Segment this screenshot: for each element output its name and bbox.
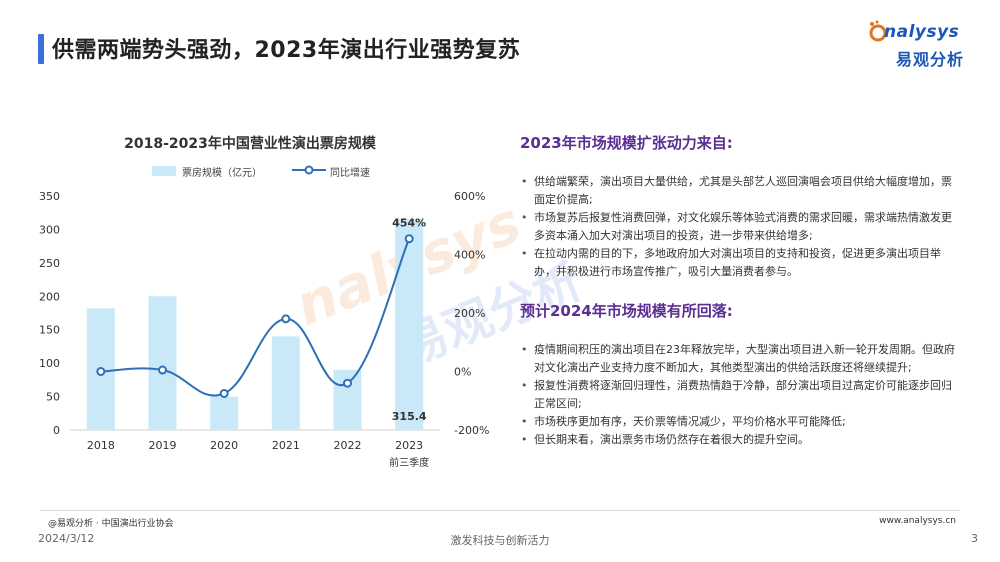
growth-rate-point: [219, 388, 229, 398]
brand-logo: nalysys 易观分析: [868, 20, 968, 72]
bar: [210, 396, 239, 430]
bar: [148, 296, 177, 430]
y-left-tick-label: 350: [39, 190, 60, 203]
section1-title: 2023年市场规模扩张动力来自:: [520, 134, 733, 152]
section1-bullets: 供给端繁荣，演出项目大量供给，尤其是头部艺人巡回演唱会项目供给大幅度增加，票面定…: [520, 173, 956, 281]
section2-title: 预计2024年市场规模有所回落:: [520, 302, 733, 320]
growth-rate-point: [96, 367, 106, 376]
bar: [395, 219, 424, 430]
y-right-tick-label: 400%: [454, 249, 485, 262]
legend-bar-swatch: [152, 166, 176, 176]
page-number: 3: [971, 532, 978, 545]
section1-bullet: 供给端繁荣，演出项目大量供给，尤其是头部艺人巡回演唱会项目供给大幅度增加，票面定…: [520, 173, 956, 209]
footer-tagline: 激发科技与创新活力: [450, 534, 550, 547]
y-left-tick-label: 250: [39, 257, 60, 270]
y-left-tick-label: 0: [53, 424, 60, 437]
section2-bullet: 市场秩序更加有序，天价票等情况减少，平均价格水平可能降低;: [520, 413, 956, 431]
section1-bullet: 在拉动内需的目的下，多地政府加大对演出项目的支持和投资，促进更多演出项目举办，并…: [520, 245, 956, 281]
footer-date: 2024/3/12: [38, 532, 95, 545]
website-link[interactable]: www.analysys.cn: [879, 516, 956, 526]
section2-bullet: 但长期来看，演出票务市场仍然存在着很大的提升空间。: [520, 431, 956, 449]
x-tick-label: 2020: [210, 439, 238, 452]
section1-bullet: 市场复苏后报复性消费回弹，对文化娱乐等体验式消费的需求回暖，需求端热情激发更多资…: [520, 209, 956, 245]
x-tick-label: 2023: [395, 439, 423, 452]
growth-rate-point: [343, 378, 352, 388]
section2-bullet: 疫情期间积压的演出项目在23年释放完毕，大型演出项目进入新一轮开发周期。但政府对…: [520, 341, 956, 377]
y-left-tick-label: 200: [39, 290, 60, 303]
x-tick-label: 2018: [87, 439, 115, 452]
y-right-tick-label: 600%: [454, 190, 485, 203]
legend-line-swatch: [292, 165, 326, 175]
y-right-tick-label: 200%: [454, 307, 485, 320]
bar-data-label: 315.4: [392, 410, 427, 423]
x-tick-label: 2022: [334, 439, 362, 452]
x-tick-label: 2019: [149, 439, 177, 452]
logo-swoosh-icon: [869, 20, 887, 42]
logo-wordmark: nalysys: [884, 22, 960, 42]
section2-bullets: 疫情期间积压的演出项目在23年释放完毕，大型演出项目进入新一轮开发周期。但政府对…: [520, 341, 956, 449]
y-right-tick-label: -200%: [454, 424, 489, 437]
chart-title: 2018-2023年中国营业性演出票房规模: [124, 136, 376, 152]
legend-bar-label: 票房规模（亿元）: [182, 168, 262, 179]
growth-rate-point: [158, 365, 167, 375]
logo-chinese-name: 易观分析: [896, 50, 965, 69]
growth-rate-line: [100, 238, 411, 397]
x-tick-label: 2021: [272, 439, 300, 452]
y-left-tick-label: 100: [39, 357, 60, 370]
y-left-tick-label: 50: [46, 391, 60, 404]
line-data-label: 454%: [392, 217, 426, 230]
x-tick-sublabel: 前三季度: [389, 456, 429, 469]
growth-rate-point: [281, 314, 291, 324]
page-title: 供需两端势头强劲，2023年演出行业强势复苏: [52, 38, 521, 63]
data-source: @易观分析 · 中国演出行业协会: [48, 519, 174, 529]
y-right-tick-label: 0%: [454, 366, 471, 379]
footer-divider: [40, 510, 960, 511]
y-left-tick-label: 300: [39, 223, 60, 236]
y-left-tick-label: 150: [39, 324, 60, 337]
bar: [271, 336, 300, 430]
title-accent-bar: [38, 34, 44, 64]
growth-rate-point: [404, 234, 414, 244]
section2-bullet: 报复性消费将逐渐回归理性，消费热情趋于冷静，部分演出项目过高定价可能逐步回归正常…: [520, 377, 956, 413]
legend-line-label: 同比增速: [330, 168, 370, 179]
